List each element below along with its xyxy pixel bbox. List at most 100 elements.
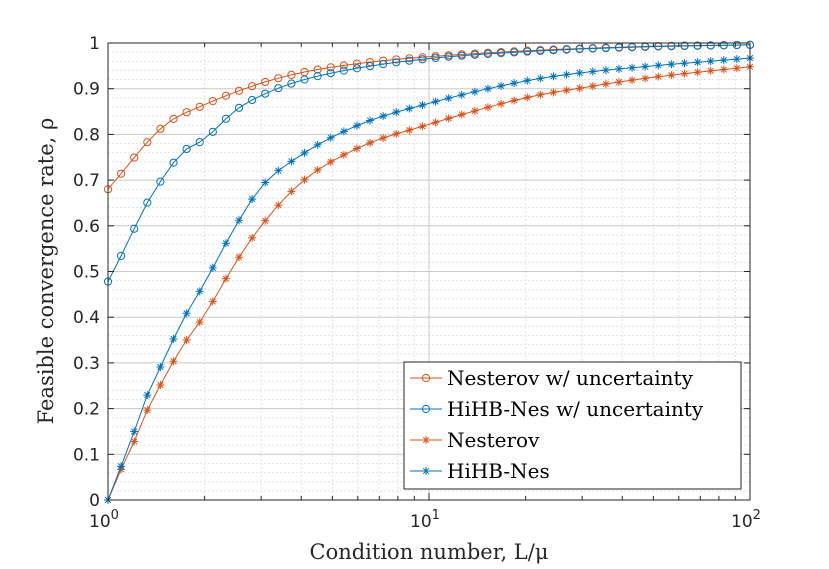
series-marker (352, 59, 362, 68)
series-marker (208, 263, 217, 272)
series-marker (313, 65, 322, 74)
series-marker (274, 166, 283, 175)
series-3 (104, 62, 754, 504)
y-tick-label: 0.9 (73, 80, 100, 100)
series-marker (169, 357, 178, 366)
series-marker (706, 41, 715, 50)
series-marker (732, 55, 741, 64)
y-tick-label: 0.3 (73, 354, 100, 374)
series-marker (379, 112, 388, 121)
series-marker (156, 124, 165, 133)
series-marker (444, 52, 453, 61)
y-tick-label: 1 (89, 34, 100, 54)
series-marker (392, 55, 401, 64)
series-line (107, 44, 751, 282)
series-marker (339, 150, 348, 159)
series-marker (366, 116, 375, 125)
series-marker (614, 64, 623, 73)
series-marker (130, 427, 139, 436)
series-marker (405, 54, 414, 63)
series-marker (405, 126, 414, 135)
series-marker (549, 88, 558, 97)
series-marker (680, 59, 689, 68)
series-marker (510, 96, 519, 105)
series-marker (195, 138, 204, 147)
series-marker (195, 287, 204, 296)
series-marker (156, 177, 165, 186)
series-marker (156, 362, 165, 371)
series-marker (326, 133, 335, 142)
series-marker (195, 318, 204, 327)
y-tick-label: 0.1 (73, 445, 100, 465)
series-marker (182, 309, 191, 318)
series-marker (549, 46, 558, 55)
series-4 (104, 54, 754, 504)
series-marker (274, 201, 283, 210)
tick-marks (107, 42, 751, 501)
legend-marker (422, 436, 430, 444)
legend-label: HiHB-Nes w/ uncertainty (447, 397, 704, 421)
series-marker (549, 72, 558, 81)
series-marker (457, 110, 466, 119)
series-marker (274, 74, 283, 83)
series-marker (169, 334, 178, 343)
series-marker (313, 72, 322, 81)
series-marker (208, 297, 217, 306)
series-marker (523, 93, 532, 102)
series-marker (352, 121, 361, 130)
legend-item-3: Nesterov (410, 428, 540, 452)
y-tick-label: 0.8 (73, 125, 100, 145)
series-marker (326, 63, 335, 72)
series-marker (130, 224, 139, 233)
series-marker (248, 95, 257, 105)
legend-item-2: HiHB-Nes w/ uncertainty (410, 397, 704, 421)
series-marker (667, 71, 676, 80)
series-marker (719, 65, 728, 74)
series-marker (418, 101, 427, 110)
series-marker (117, 251, 126, 260)
series-marker (221, 239, 230, 248)
legend-box (403, 361, 742, 490)
series-marker (418, 53, 427, 62)
series-marker (483, 49, 493, 59)
legend-item-1: Nesterov w/ uncertainty (410, 366, 694, 390)
series-marker (483, 84, 492, 93)
series-marker (470, 50, 479, 59)
series-marker (169, 114, 178, 123)
series-marker (365, 61, 375, 71)
series-marker (143, 198, 152, 207)
series-marker (208, 127, 217, 136)
series-marker (326, 157, 335, 166)
legend-label: Nesterov (447, 428, 540, 452)
series-marker (431, 97, 440, 106)
series-marker (221, 274, 230, 283)
series-marker (195, 102, 204, 111)
series-marker (182, 108, 191, 117)
series-marker (575, 69, 584, 78)
series-marker (680, 41, 689, 51)
series-marker (641, 74, 650, 83)
series-marker (287, 70, 296, 79)
series-marker (575, 84, 584, 93)
legend: Nesterov w/ uncertainty HiHB-Nes w/ uncer… (403, 361, 742, 490)
series-marker (339, 61, 348, 70)
series-marker (156, 381, 165, 390)
series-marker (470, 87, 479, 96)
series-marker (693, 68, 702, 77)
series-marker (339, 66, 348, 75)
series-marker (523, 76, 532, 85)
series-marker (143, 406, 152, 415)
series-marker (483, 103, 492, 112)
series-marker (300, 175, 309, 184)
series-marker (405, 56, 414, 65)
series-marker (496, 49, 506, 58)
series-marker (313, 140, 322, 149)
legend-item-4: HiHB-Nes (410, 459, 550, 483)
series-marker (234, 86, 244, 95)
series-marker (588, 67, 597, 76)
series-marker (235, 253, 244, 262)
series-marker (627, 43, 637, 52)
series-marker (405, 104, 414, 113)
series-marker (719, 41, 728, 50)
